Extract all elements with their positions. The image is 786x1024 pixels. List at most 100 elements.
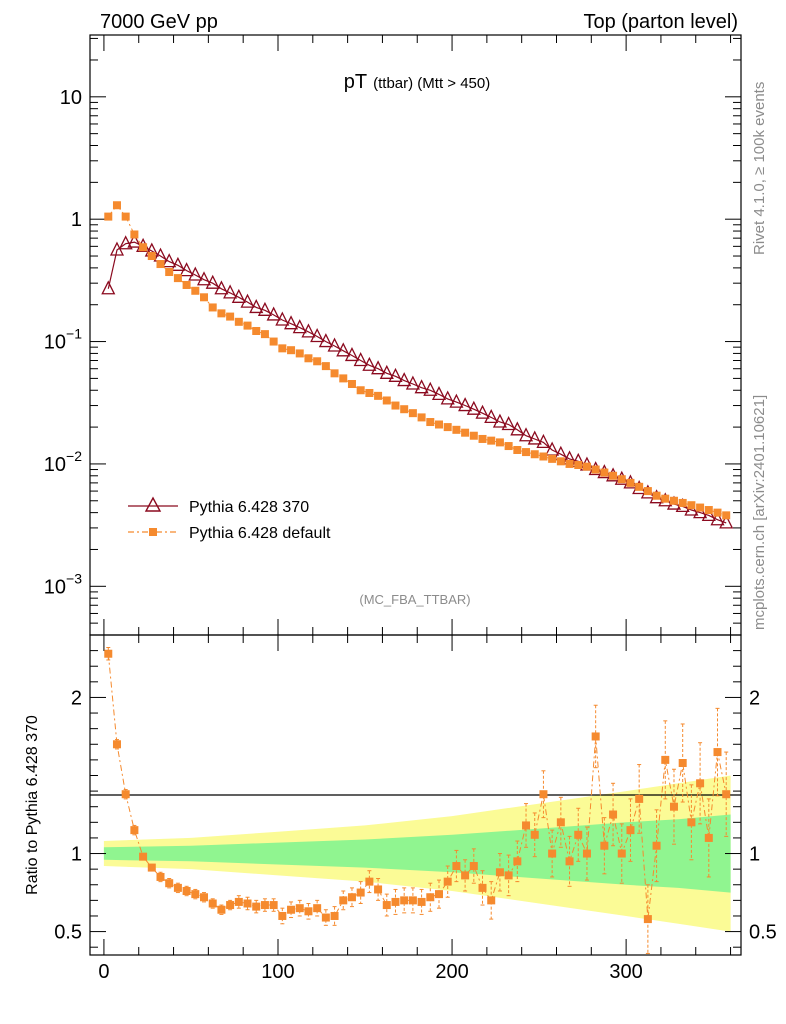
series-1-point — [510, 421, 525, 436]
series-2-point — [452, 425, 461, 434]
series-2-point — [704, 506, 713, 515]
series-2-point — [617, 475, 626, 484]
ratio-point — [104, 649, 113, 658]
series-2-point — [234, 317, 243, 326]
ratio-point — [374, 885, 383, 894]
series-1-point — [205, 274, 220, 289]
series-2-point — [321, 362, 330, 371]
series-2-point — [356, 386, 365, 395]
series-1-point — [275, 311, 290, 326]
series-1-point — [127, 233, 142, 248]
series-1-point — [501, 416, 516, 431]
ratio-point — [478, 883, 487, 892]
series-2-point — [382, 396, 391, 405]
series-1-point — [188, 266, 203, 281]
series-1-point — [484, 408, 499, 424]
series-1-point — [214, 280, 229, 295]
ratio-point — [130, 826, 139, 835]
main-y-tick-label: 10 — [60, 87, 82, 109]
band-inner — [103, 814, 731, 893]
legend-marker-2 — [149, 528, 157, 536]
series-2-point — [478, 434, 487, 443]
series-2-point — [643, 487, 652, 496]
series-2-point — [434, 420, 443, 429]
series-1-point — [475, 404, 490, 419]
ratio-point — [391, 897, 400, 906]
series-1-point — [266, 306, 281, 321]
series-2-point — [156, 260, 165, 269]
ratio-point — [452, 862, 461, 871]
series-2-point — [313, 357, 322, 366]
ratio-point — [652, 841, 661, 850]
series-1-point — [423, 381, 438, 396]
ratio-point — [643, 915, 652, 924]
series-2-point — [365, 388, 374, 397]
main-title-main: pT — [344, 71, 367, 93]
x-tick-label: 100 — [261, 961, 294, 983]
ratio-y-tick-label-right: 2 — [749, 687, 760, 709]
series-2-point — [669, 496, 678, 505]
series-2-point — [687, 501, 696, 510]
series-2-point — [461, 428, 470, 437]
series-1-point — [240, 293, 255, 308]
series-2-point — [565, 459, 574, 468]
ratio-point — [252, 902, 261, 911]
x-tick-label: 300 — [609, 961, 642, 983]
main-y-tick-label: 10−1 — [44, 326, 82, 354]
tick-exponent: −3 — [66, 570, 82, 586]
legend-label-1: Pythia 6.428 370 — [189, 499, 309, 516]
ratio-point — [313, 904, 322, 913]
legend-label-2: Pythia 6.428 default — [189, 525, 331, 542]
ratio-point — [635, 794, 644, 803]
tick-exponent: −1 — [66, 326, 82, 342]
series-1-point — [701, 506, 716, 522]
ratio-y-tick-label-right: 0.5 — [749, 922, 777, 944]
ratio-point — [243, 899, 252, 908]
series-2-point — [626, 478, 635, 487]
tick-base: 10 — [44, 332, 66, 354]
series-1-point — [162, 253, 177, 268]
series-1-point — [405, 375, 420, 390]
series-1-point — [301, 323, 316, 338]
series-2-point — [469, 431, 478, 440]
series-2-point — [574, 461, 583, 470]
ratio-point — [513, 857, 522, 866]
ratio-point — [408, 896, 417, 905]
series-1-point — [249, 298, 264, 314]
ratio-point — [609, 810, 618, 819]
series-2-point — [278, 344, 287, 353]
series-1-point — [388, 367, 403, 382]
ratio-point — [487, 896, 496, 905]
ratio-point — [600, 841, 609, 850]
mcplots-label: mcplots.cern.ch [arXiv:2401.10621] — [751, 395, 768, 630]
main-axes — [90, 35, 741, 955]
ratio-uncertainty-band — [103, 775, 731, 932]
ratio-point — [539, 790, 548, 799]
ratio-point — [304, 907, 313, 916]
x-tick-label: 200 — [435, 961, 468, 983]
series-2-point — [226, 312, 235, 321]
series-2-point — [208, 303, 217, 312]
legend-item-1: Pythia 6.428 370 — [128, 496, 309, 516]
series-1-point — [371, 360, 386, 375]
series-1-point — [179, 262, 194, 277]
ratio-point — [669, 802, 678, 811]
series-1-point — [466, 400, 481, 415]
ratio-point — [121, 790, 130, 799]
series-2-point — [556, 457, 565, 466]
series-2-point — [495, 438, 504, 447]
series-2-point — [487, 436, 496, 445]
series-2-point — [243, 321, 252, 330]
ratio-point — [417, 897, 426, 906]
main-plot-frame — [89, 34, 742, 636]
ratio-point — [200, 893, 209, 902]
ratio-point — [582, 849, 591, 858]
series-2-point — [548, 454, 557, 463]
series-2-point — [400, 405, 409, 414]
series-1-point — [527, 430, 542, 445]
series-2-line — [107, 204, 727, 516]
series-2-point — [609, 471, 618, 480]
ratio-point — [112, 740, 121, 749]
ratio-point — [347, 893, 356, 902]
series-2-point — [582, 462, 591, 471]
